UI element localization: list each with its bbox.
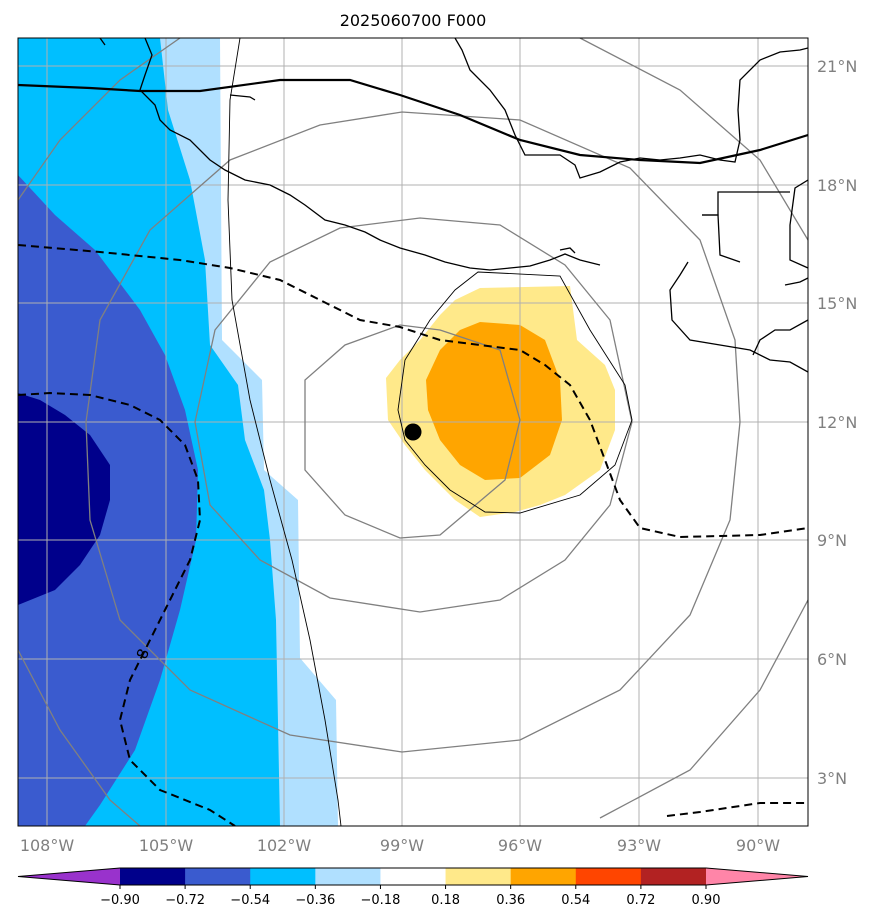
lat-label: 6°N [817,650,847,669]
colorbar-segment [120,868,186,885]
dashed-contours [18,244,808,826]
colorbar-extend-high [706,868,808,885]
colorbar-tick-label: 0.54 [561,893,590,908]
colorbar-tick-label: −0.18 [361,893,401,908]
colorbar-tick-label: 0.36 [496,893,525,908]
fill-orange [426,322,562,480]
colorbar-segment [315,868,381,885]
lat-label: 9°N [817,531,847,550]
colorbar-segment [445,868,512,885]
lon-label: 93°W [617,836,661,855]
graticule [18,38,808,826]
colorbar-segment [575,868,642,885]
map-title: 2025060700 F000 [340,11,487,30]
lon-label: 108°W [20,836,75,855]
lat-label: 3°N [817,769,847,788]
thin-contours [227,38,633,826]
lon-label: 90°W [736,836,780,855]
lat-label: 18°N [817,176,857,195]
colorbar-tick-label: −0.90 [100,893,140,908]
colorbar-tick-label: 0.72 [626,893,655,908]
lon-label: 102°W [257,836,312,855]
storm-center-marker [404,423,422,441]
lat-label: 15°N [817,294,857,313]
colorbar-segment [185,868,251,885]
lat-label: 12°N [817,413,857,432]
map-area: 8 [18,38,808,826]
map-frame [17,37,809,827]
colorbar-tick-label: −0.72 [165,893,205,908]
colorbar-extend-low [18,868,120,885]
longitude-labels: 108°W 105°W 102°W 99°W 96°W 93°W 90°W [20,836,780,855]
colorbar-segment [250,868,316,885]
country-border [18,78,808,165]
coastlines [99,38,808,373]
colorbar-segment [640,868,707,885]
colorbar-tick-label: −0.54 [230,893,270,908]
lon-label: 99°W [380,836,424,855]
lat-label: 21°N [817,57,857,76]
latitude-labels: 21°N 18°N 15°N 12°N 9°N 6°N 3°N [817,57,857,788]
colorbar-tick-label: 0.90 [692,893,721,908]
colorbar-segment [380,868,447,885]
colorbar-tick-label: 0.18 [431,893,460,908]
colorbar: −0.90 −0.72 −0.54 −0.36 −0.18 0.18 0.36 0.54 0.7… [17,867,809,908]
colorbar-segment [510,868,577,885]
colorbar-tick-label: −0.36 [295,893,335,908]
lon-label: 105°W [139,836,194,855]
lon-label: 96°W [498,836,542,855]
